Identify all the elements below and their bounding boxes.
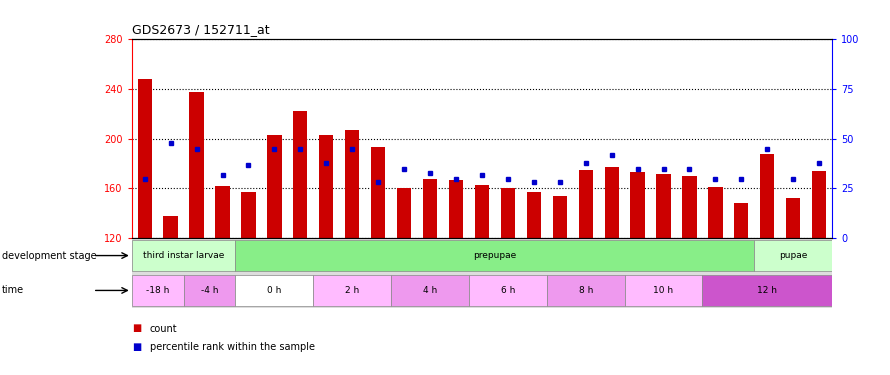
Bar xyxy=(812,171,826,238)
Text: ■: ■ xyxy=(132,342,141,352)
Bar xyxy=(683,176,697,238)
Bar xyxy=(474,185,490,238)
Bar xyxy=(345,130,360,238)
Bar xyxy=(138,79,152,238)
Bar xyxy=(604,167,619,238)
Bar xyxy=(734,203,748,238)
Bar xyxy=(423,178,437,238)
Text: 10 h: 10 h xyxy=(653,286,674,295)
Bar xyxy=(241,192,255,238)
Text: development stage: development stage xyxy=(2,251,96,261)
Bar xyxy=(657,174,671,238)
Bar xyxy=(132,240,236,271)
Bar xyxy=(397,188,411,238)
Bar xyxy=(320,135,334,238)
Bar xyxy=(449,180,463,238)
Text: 8 h: 8 h xyxy=(578,286,593,295)
Text: ■: ■ xyxy=(132,324,141,333)
Text: 6 h: 6 h xyxy=(501,286,515,295)
Bar xyxy=(578,170,593,238)
Bar xyxy=(236,275,313,306)
Bar xyxy=(293,111,307,238)
Bar xyxy=(391,275,469,306)
Bar xyxy=(313,275,391,306)
Bar xyxy=(786,198,800,238)
Bar xyxy=(183,275,236,306)
Text: pupae: pupae xyxy=(779,251,807,260)
Text: 4 h: 4 h xyxy=(423,286,437,295)
Bar xyxy=(501,188,515,238)
Text: percentile rank within the sample: percentile rank within the sample xyxy=(150,342,314,352)
Bar xyxy=(215,186,230,238)
Bar xyxy=(267,135,281,238)
Bar xyxy=(625,275,702,306)
Bar xyxy=(132,275,183,306)
Bar xyxy=(630,172,644,238)
Bar xyxy=(702,275,832,306)
Text: 2 h: 2 h xyxy=(345,286,360,295)
Text: -18 h: -18 h xyxy=(146,286,169,295)
Bar xyxy=(755,240,832,271)
Bar xyxy=(190,92,204,238)
Bar xyxy=(553,196,567,238)
Bar xyxy=(164,216,178,238)
Text: 0 h: 0 h xyxy=(267,286,281,295)
Text: count: count xyxy=(150,324,177,333)
Bar xyxy=(469,275,546,306)
Text: GDS2673 / 152711_at: GDS2673 / 152711_at xyxy=(132,22,270,36)
Text: third instar larvae: third instar larvae xyxy=(143,251,224,260)
Bar xyxy=(760,154,774,238)
Bar xyxy=(546,275,625,306)
Text: 12 h: 12 h xyxy=(757,286,777,295)
Bar xyxy=(708,187,723,238)
Text: -4 h: -4 h xyxy=(201,286,218,295)
Text: time: time xyxy=(2,285,24,296)
Text: prepupae: prepupae xyxy=(473,251,516,260)
Bar xyxy=(527,192,541,238)
Bar xyxy=(236,240,755,271)
Bar xyxy=(371,147,385,238)
